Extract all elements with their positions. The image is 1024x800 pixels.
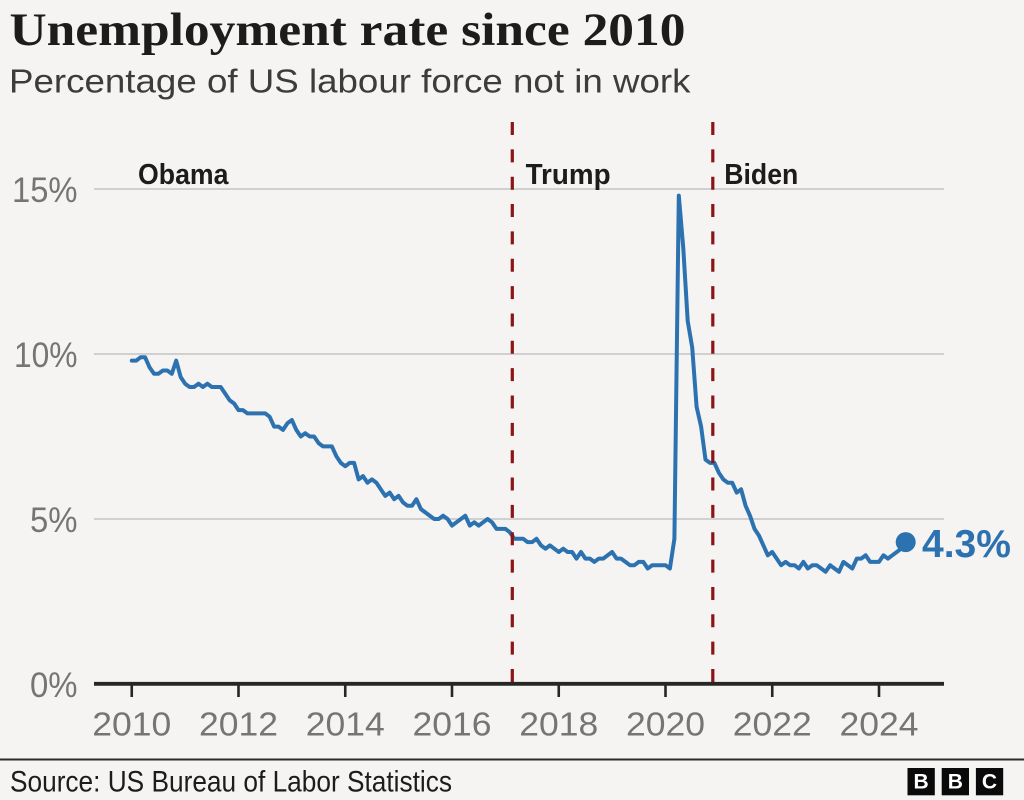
svg-text:Percentage of US labour force: Percentage of US labour force not in wor… <box>9 62 691 99</box>
svg-text:Unemployment rate since 2010: Unemployment rate since 2010 <box>10 5 686 56</box>
svg-text:10%: 10% <box>14 336 78 375</box>
svg-text:2022: 2022 <box>733 706 812 743</box>
svg-text:2012: 2012 <box>199 706 278 743</box>
svg-text:2024: 2024 <box>840 706 919 743</box>
svg-text:Source: US Bureau of Labor Sta: Source: US Bureau of Labor Statistics <box>10 766 452 799</box>
svg-text:5%: 5% <box>30 501 78 540</box>
svg-text:B: B <box>914 771 929 794</box>
svg-text:2020: 2020 <box>626 706 705 743</box>
svg-text:2014: 2014 <box>306 706 385 743</box>
svg-text:Trump: Trump <box>526 159 611 191</box>
svg-text:2010: 2010 <box>92 706 171 743</box>
svg-text:B: B <box>948 771 963 794</box>
svg-text:15%: 15% <box>12 171 78 210</box>
svg-text:Obama: Obama <box>138 159 229 191</box>
svg-text:2016: 2016 <box>413 706 492 743</box>
svg-text:2018: 2018 <box>519 706 598 743</box>
svg-text:Biden: Biden <box>724 159 798 191</box>
svg-text:C: C <box>982 771 997 794</box>
svg-text:4.3%: 4.3% <box>922 523 1011 566</box>
svg-text:0%: 0% <box>30 666 78 705</box>
